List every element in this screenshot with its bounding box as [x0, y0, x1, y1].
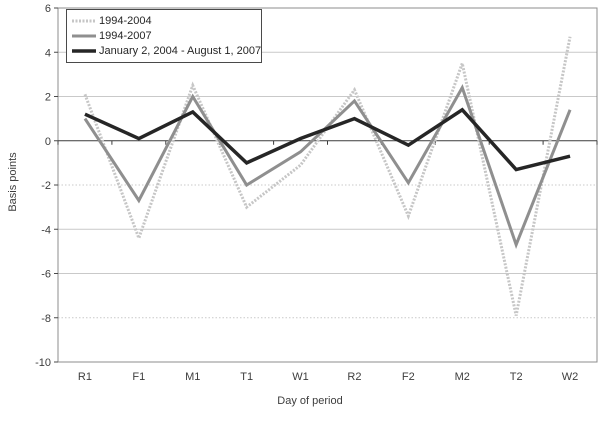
y-tick-label: 2 — [45, 92, 51, 104]
series-line-2 — [84, 107, 571, 172]
legend-swatch-line-icon — [72, 49, 96, 54]
legend-item-0: 1994-2004 — [72, 13, 253, 28]
x-tick-label: T1 — [240, 371, 253, 383]
y-tick-label: -2 — [41, 180, 51, 192]
legend-swatch-line-icon — [72, 34, 96, 38]
x-tick-label: F1 — [132, 371, 145, 383]
legend-label: 1994-2004 — [99, 14, 152, 27]
x-tick-label: W1 — [292, 371, 309, 383]
x-tick-label: W2 — [562, 371, 579, 383]
x-tick-label: R2 — [347, 371, 361, 383]
y-tick-label: 6 — [45, 3, 51, 15]
legend-label: 1994-2007 — [99, 29, 152, 42]
x-tick-label: T2 — [510, 371, 523, 383]
y-tick-label: 4 — [45, 47, 51, 59]
x-tick-label: M2 — [455, 371, 470, 383]
y-tick-label: 0 — [45, 136, 51, 148]
y-tick-label: -10 — [35, 357, 51, 369]
legend-label: January 2, 2004 - August 1, 2007 — [99, 45, 262, 58]
series-line-1 — [83, 84, 572, 250]
x-tick-label: F2 — [402, 371, 415, 383]
y-tick-label: -8 — [41, 313, 51, 325]
legend-item-1: 1994-2007 — [72, 28, 253, 43]
y-axis-title: Basis points — [7, 152, 19, 212]
x-axis-title: Day of period — [277, 395, 342, 407]
y-tick-label: -4 — [41, 224, 51, 236]
legend-swatch-line-icon — [72, 19, 96, 23]
legend: 1994-2004 1994-2007 January 2, 2004 - Augu… — [66, 9, 262, 63]
y-tick-label: -6 — [41, 269, 51, 281]
x-tick-label: M1 — [185, 371, 200, 383]
series-line-0 — [83, 36, 572, 316]
x-tick-label: R1 — [78, 371, 92, 383]
legend-item-2: January 2, 2004 - August 1, 2007 — [72, 44, 261, 59]
